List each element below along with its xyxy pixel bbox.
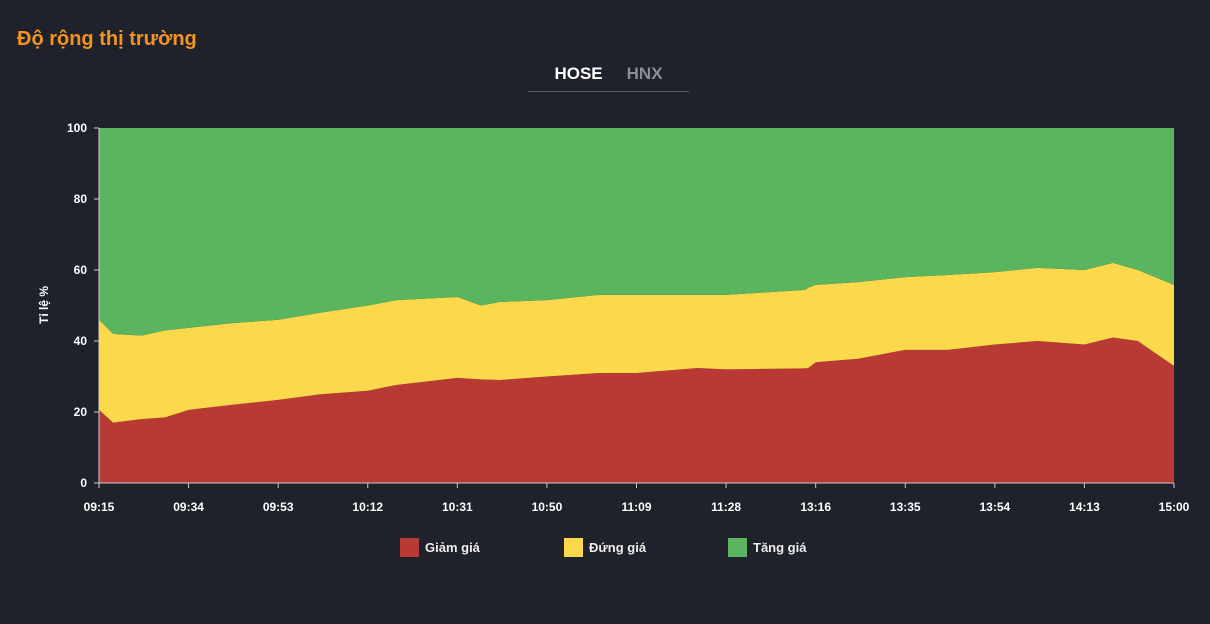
legend-item-dung[interactable]: Đứng giá (564, 538, 728, 557)
page-title: Độ rộng thị trường (17, 28, 197, 50)
y-tick-label: 80 (74, 192, 88, 206)
y-tick-label: 60 (74, 263, 88, 277)
legend-item-tang[interactable]: Tăng giá (728, 538, 892, 557)
y-tick-label: 20 (74, 405, 88, 419)
legend-label: Giảm giá (425, 540, 480, 555)
x-tick-label: 13:16 (800, 500, 831, 514)
area-dung (99, 262, 1174, 423)
tab-hose[interactable]: HOSE (554, 64, 603, 83)
x-tick-label: 11:28 (711, 500, 741, 514)
legend-label: Tăng giá (753, 540, 807, 555)
x-tick-label: 15:00 (1159, 500, 1190, 514)
x-tick-label: 10:31 (442, 500, 473, 514)
x-tick-label: 10:12 (352, 500, 383, 514)
y-tick-label: 100 (67, 121, 87, 135)
x-tick-label: 09:34 (173, 500, 204, 514)
x-tick-label: 13:54 (979, 500, 1010, 514)
x-tick-label: 09:53 (263, 500, 294, 514)
x-tick-label: 11:09 (621, 500, 651, 514)
x-tick-label: 14:13 (1069, 500, 1100, 514)
legend: Giảm giá Đứng giá Tăng giá (400, 538, 892, 557)
x-tick-label: 13:35 (890, 500, 921, 514)
y-tick-label: 0 (80, 476, 87, 490)
legend-swatch (400, 538, 419, 557)
y-axis-label: Tỉ lệ % (37, 286, 51, 324)
area-tang (99, 128, 1174, 336)
area-giam (99, 337, 1174, 483)
exchange-tabs: HOSE HNX (528, 64, 689, 92)
x-tick-label: 09:15 (84, 500, 115, 514)
legend-swatch (728, 538, 747, 557)
y-tick-label: 40 (74, 334, 88, 348)
legend-swatch (564, 538, 583, 557)
legend-label: Đứng giá (589, 540, 647, 555)
x-tick-label: 10:50 (532, 500, 563, 514)
tab-hnx[interactable]: HNX (626, 64, 663, 83)
legend-item-giam[interactable]: Giảm giá (400, 538, 564, 557)
